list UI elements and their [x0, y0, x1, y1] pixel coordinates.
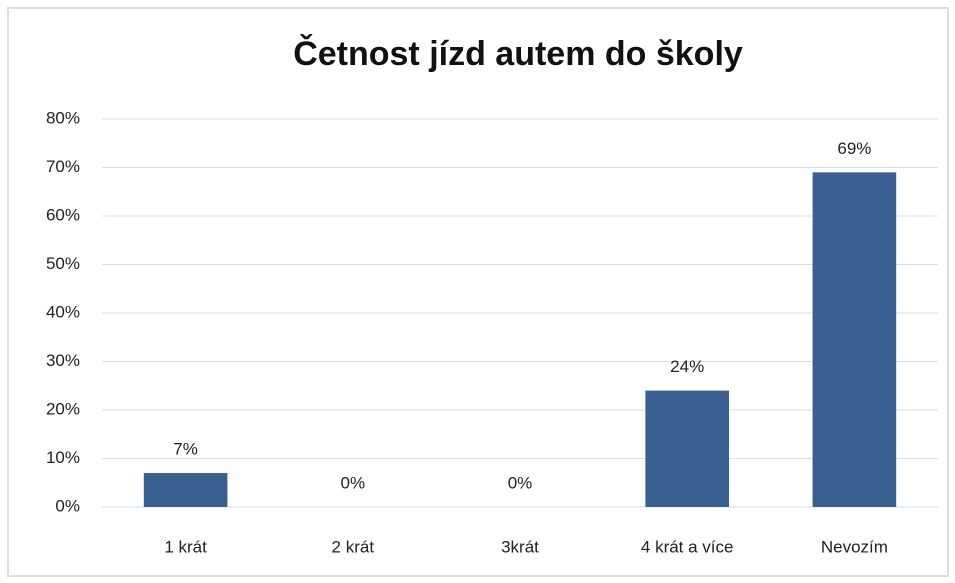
x-tick-label: 2 krát — [332, 537, 375, 556]
x-tick-label: 4 krát a více — [641, 537, 734, 556]
y-tick-label: 40% — [46, 302, 80, 321]
data-label: 69% — [837, 139, 871, 158]
bar — [645, 390, 729, 507]
bar — [143, 473, 228, 507]
x-tick-label: Nevozím — [821, 537, 888, 556]
y-tick-label: 20% — [46, 399, 80, 418]
y-tick-label: 50% — [46, 254, 80, 273]
x-tick-label: 1 krát — [164, 537, 207, 556]
y-tick-label: 80% — [46, 108, 80, 127]
y-tick-label: 0% — [55, 496, 80, 515]
data-label: 0% — [508, 473, 533, 492]
y-tick-label: 10% — [46, 448, 80, 467]
chart-title: Četnost jízd autem do školy — [293, 34, 743, 73]
data-label: 24% — [670, 357, 704, 376]
y-tick-label: 70% — [46, 157, 80, 176]
data-label: 0% — [341, 473, 366, 492]
y-tick-label: 60% — [46, 205, 80, 224]
x-tick-label: 3krát — [501, 537, 539, 556]
y-tick-label: 30% — [46, 351, 80, 370]
data-label: 7% — [173, 440, 198, 459]
bar — [812, 172, 897, 507]
